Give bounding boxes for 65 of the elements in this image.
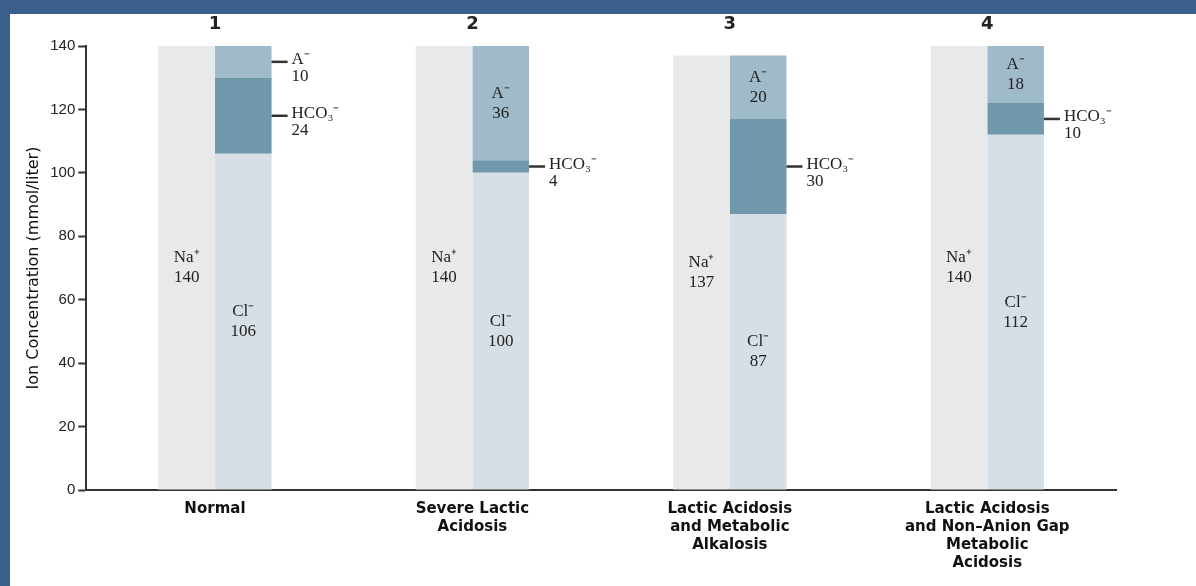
x-tick-label: Lactic Acidosis and Metabolic Alkalosis (667, 498, 793, 553)
text: Cl⁻ (1004, 291, 1027, 311)
data-label: 36 (492, 102, 510, 122)
y-tick-label: 60 (58, 289, 76, 307)
data-label: 4 (549, 170, 559, 190)
y-tick-label: 80 (58, 226, 76, 244)
text: Na⁺ (946, 247, 972, 267)
data-label: 140 (173, 267, 200, 287)
data-label: 30 (806, 170, 824, 190)
y-tick-label: 0 (66, 480, 76, 498)
text: Na⁺ (173, 247, 200, 267)
series-label: Cl⁻ (747, 331, 770, 351)
text: HCO₃⁻ (1063, 106, 1112, 126)
data-label: 24 (291, 120, 310, 140)
bar (214, 153, 272, 490)
bar (214, 46, 272, 78)
text: 3 (723, 11, 737, 33)
text: A⁻ (291, 49, 310, 69)
bar (472, 46, 530, 161)
bar (472, 172, 530, 490)
data-label: 87 (749, 351, 768, 371)
data-label: 140 (431, 267, 457, 287)
series-label: A⁻ (1006, 54, 1025, 74)
text: Na⁺ (688, 252, 715, 272)
bar (729, 55, 787, 119)
x-tick-label: Lactic Acidosis and Non–Anion Gap Metabolic Acidosis (904, 498, 1070, 571)
text: 2 (466, 11, 479, 33)
bar (673, 55, 730, 490)
data-label: 100 (487, 330, 514, 350)
data-label: 106 (230, 321, 257, 341)
text: Cl⁻ (232, 301, 255, 321)
text: 1 (208, 11, 222, 33)
data-label: 20 (749, 86, 767, 106)
data-label: 10 (1063, 123, 1081, 143)
series-label: Na⁺ (431, 247, 457, 267)
text: Cl⁻ (489, 310, 512, 330)
data-label: 112 (1003, 311, 1029, 331)
y-tick-label: 100 (50, 163, 76, 180)
y-tick-label: 20 (58, 416, 76, 434)
data-label: 10 (291, 66, 309, 86)
series-label: HCO₃⁻ (291, 103, 340, 123)
y-tick-label: 40 (58, 353, 76, 371)
y-axis-title: Ion Concentration (mmol/liter) (22, 146, 42, 390)
bar (987, 134, 1044, 490)
x-tick-label: Normal (184, 498, 246, 517)
bar (987, 103, 1044, 135)
bar (930, 46, 988, 490)
bar (729, 214, 787, 490)
y-tick-label: 140 (50, 36, 76, 54)
bar (987, 46, 1044, 104)
y-tick-label: 120 (50, 99, 76, 117)
data-label: 140 (946, 267, 972, 287)
bar (729, 118, 787, 215)
text: HCO₃⁻ (549, 153, 597, 173)
x-tick-label: Severe Lactic Acidosis (415, 498, 530, 535)
text: A⁻ (491, 82, 510, 102)
bar (472, 160, 530, 173)
bar (415, 46, 473, 490)
data-label: 137 (688, 272, 715, 292)
bar (214, 77, 272, 154)
bar (158, 46, 215, 490)
text: A⁻ (749, 66, 768, 86)
data-label: 18 (1007, 74, 1025, 94)
text: 4 (981, 11, 994, 33)
text: HCO₃⁻ (806, 153, 855, 173)
